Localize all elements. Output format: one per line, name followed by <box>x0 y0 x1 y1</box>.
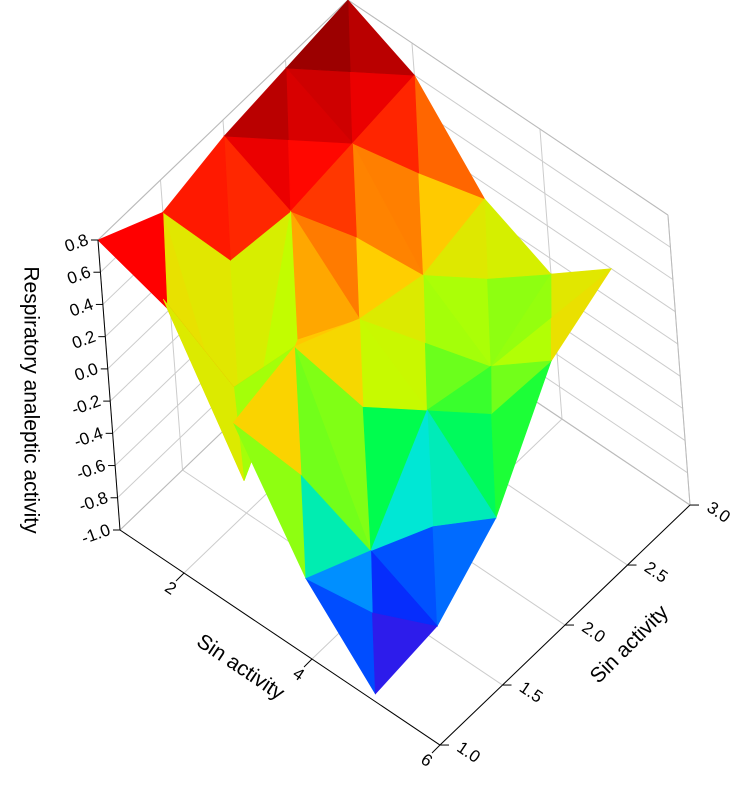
surface-facet <box>358 274 426 343</box>
surface-facet <box>305 550 373 613</box>
surface-facet <box>372 611 438 695</box>
x-tick <box>303 658 313 668</box>
surface-facet <box>223 67 289 141</box>
x-tick <box>431 744 441 754</box>
surface-facet <box>432 517 497 628</box>
z-axis-title: Respiratory analeptic activity <box>19 266 42 534</box>
x-tick-label: 4 <box>289 664 307 685</box>
z-tick-label: -0.4 <box>72 423 106 451</box>
z-tick-label: -0.8 <box>76 488 110 516</box>
z-tick-label: 0.2 <box>69 327 98 353</box>
x-axis-title: Sin activity <box>192 630 288 705</box>
y-tick-label: 3.0 <box>703 498 733 527</box>
x-axis <box>119 529 441 746</box>
box-edge <box>97 0 349 241</box>
z-tick-label: -1.0 <box>79 520 113 548</box>
x-tick <box>175 572 185 582</box>
surface-facet <box>285 0 351 72</box>
surface-facet <box>352 74 420 174</box>
surface-facet <box>370 410 434 552</box>
surface-cell <box>305 549 439 695</box>
surface-facet <box>490 273 552 367</box>
surface-cell <box>489 268 613 367</box>
z-tick-label: 0.0 <box>72 359 101 385</box>
z-tick-label: 0.6 <box>65 262 94 288</box>
box-edge <box>667 215 691 506</box>
box-edge <box>347 0 669 216</box>
surface-cell <box>223 67 354 213</box>
surface-facet <box>422 197 488 279</box>
surface-facet <box>484 197 552 279</box>
x-tick-label: 6 <box>417 750 435 771</box>
y-tick-label: 2.0 <box>578 618 608 647</box>
surface-cell <box>232 345 372 579</box>
surface-facet <box>426 365 492 415</box>
surface-cell <box>370 409 497 628</box>
z-tick-label: -0.6 <box>74 456 108 484</box>
y-tick-label: 2.5 <box>641 558 671 587</box>
z-tick-label: 0.4 <box>67 295 96 321</box>
surface-facet <box>290 142 357 238</box>
y-tick-label: 1.0 <box>453 738 483 767</box>
surface-facet <box>232 345 302 476</box>
y-tick-label: 1.5 <box>516 678 546 707</box>
surface-facet <box>97 211 168 309</box>
z-tick-label: 0.8 <box>62 230 91 256</box>
surface-facet <box>162 135 231 261</box>
surface-facet <box>294 318 364 408</box>
z-tick-label: -0.2 <box>69 391 103 419</box>
x-tick-label: 2 <box>161 578 179 599</box>
z-axis <box>97 239 121 531</box>
